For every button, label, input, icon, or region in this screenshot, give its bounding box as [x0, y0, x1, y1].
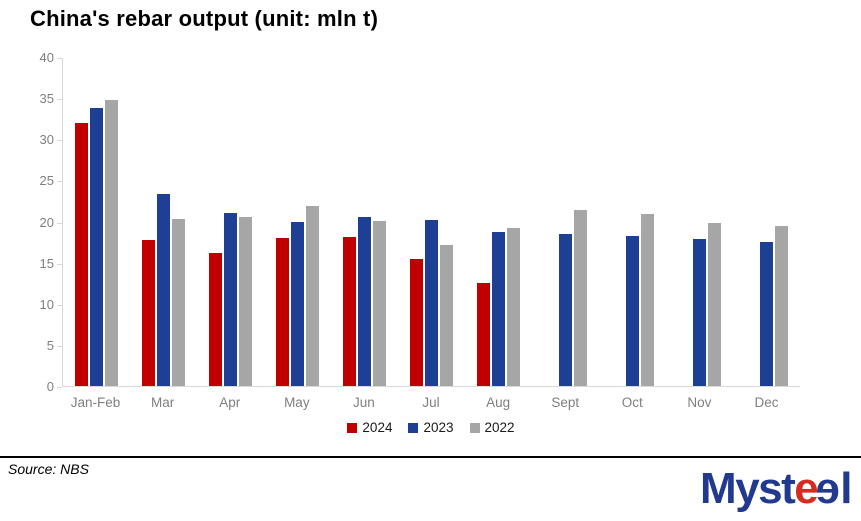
bar-2022 [641, 214, 654, 386]
x-axis-label: Jan-Feb [70, 395, 121, 410]
plot-area [62, 58, 800, 387]
bar-2023 [492, 232, 505, 386]
bar-2023 [358, 217, 371, 386]
legend-item: 2024 [347, 420, 392, 435]
bar-2023 [626, 236, 639, 386]
logo-part-e-mirrored: e [817, 464, 841, 513]
x-axis-label: Jul [422, 395, 440, 410]
chart-title: China's rebar output (unit: mln t) [30, 6, 379, 31]
x-axis-label: Oct [621, 395, 643, 410]
y-axis: 0 5 10 15 20 25 30 35 40 [14, 50, 54, 394]
y-axis-tick [57, 345, 62, 347]
bar-2023 [90, 108, 103, 386]
legend: 2024 2023 2022 [62, 420, 800, 435]
y-axis-tick [57, 181, 62, 183]
y-axis-tick [57, 222, 62, 224]
bar-group [197, 58, 264, 386]
x-axis-label: Apr [219, 395, 241, 410]
x-axis-label: Mar [151, 395, 175, 410]
bar-2022 [574, 210, 587, 386]
divider-line [0, 456, 861, 458]
legend-swatch-2022 [469, 422, 480, 433]
bar-2022 [239, 217, 252, 386]
y-axis-label: 40 [39, 50, 54, 65]
bar-2023 [291, 222, 304, 386]
x-axis-label: May [284, 395, 310, 410]
y-axis-tick [57, 304, 62, 306]
bar-2022 [172, 219, 185, 386]
bar-2022 [440, 245, 453, 386]
legend-swatch-2023 [408, 422, 419, 433]
x-axis-label: Jun [353, 395, 375, 410]
y-axis-label: 25 [39, 173, 54, 189]
legend-label: 2024 [362, 420, 393, 435]
bar-group [599, 58, 666, 386]
bar-group [63, 58, 130, 386]
bar-group [331, 58, 398, 386]
logo-part-myst: Myst [700, 464, 796, 513]
legend-item: 2022 [469, 420, 515, 435]
bar-2023 [157, 194, 170, 386]
bar-2022 [306, 205, 319, 386]
y-axis-label: 30 [39, 132, 54, 148]
bar-2023 [760, 242, 773, 386]
x-axis: Jan-Feb Mar Apr May Jun Jul Aug Sept Oct Nov Dec [62, 395, 800, 410]
bar-2024 [142, 240, 155, 386]
bar-group [398, 58, 465, 386]
bar-2023 [693, 238, 706, 386]
bar-group [465, 58, 532, 386]
y-axis-tick [57, 58, 62, 59]
y-axis-label: 20 [39, 214, 54, 230]
source-text: Source: NBS [8, 461, 89, 477]
bar-2022 [507, 228, 520, 386]
bar-group [130, 58, 197, 386]
y-axis-ticks [57, 58, 62, 388]
bar-2024 [343, 237, 356, 386]
bar-2024 [477, 283, 490, 386]
y-axis-tick [57, 263, 62, 265]
y-axis-label: 35 [39, 91, 54, 107]
legend-label: 2022 [484, 420, 515, 435]
bar-group [733, 58, 800, 386]
y-axis-tick [57, 387, 62, 388]
bar-2024 [75, 122, 88, 386]
legend-item: 2023 [408, 420, 454, 435]
bar-2023 [425, 219, 438, 386]
x-axis-label: Dec [754, 395, 779, 410]
y-axis-tick [57, 99, 62, 101]
bar-2024 [410, 258, 423, 386]
bar-2022 [105, 99, 118, 386]
bar-2022 [373, 220, 386, 386]
x-axis-label: Nov [687, 395, 712, 410]
y-axis-label: 0 [46, 379, 54, 394]
logo-part-e-red: e [794, 464, 818, 513]
bar-2022 [775, 226, 788, 386]
bar-2023 [559, 233, 572, 386]
bar-group [532, 58, 599, 386]
mysteel-logo: Mysteel [700, 464, 852, 513]
y-axis-label: 5 [46, 337, 54, 353]
y-axis-label: 10 [39, 296, 54, 312]
bar-2024 [276, 237, 289, 386]
bar-group [666, 58, 733, 386]
bar-2022 [708, 223, 721, 386]
legend-label: 2023 [423, 420, 454, 435]
legend-swatch-2024 [347, 422, 358, 433]
x-axis-label: Aug [486, 395, 511, 410]
bar-group [264, 58, 331, 386]
bar-2024 [209, 252, 222, 386]
logo-part-l: l [840, 464, 852, 513]
y-axis-label: 15 [39, 255, 54, 271]
bar-2023 [224, 213, 237, 386]
x-axis-label: Sept [551, 395, 580, 410]
y-axis-tick [57, 140, 62, 142]
